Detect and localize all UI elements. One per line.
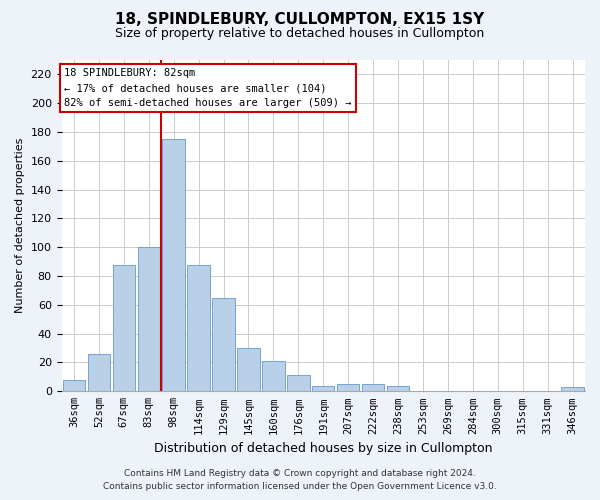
Text: 18 SPINDLEBURY: 82sqm
← 17% of detached houses are smaller (104)
82% of semi-det: 18 SPINDLEBURY: 82sqm ← 17% of detached … xyxy=(64,68,352,108)
Bar xyxy=(237,348,260,392)
Bar xyxy=(113,264,135,392)
Text: 18, SPINDLEBURY, CULLOMPTON, EX15 1SY: 18, SPINDLEBURY, CULLOMPTON, EX15 1SY xyxy=(115,12,485,28)
Bar xyxy=(287,376,310,392)
Text: Contains HM Land Registry data © Crown copyright and database right 2024.
Contai: Contains HM Land Registry data © Crown c… xyxy=(103,470,497,491)
Bar xyxy=(212,298,235,392)
Bar xyxy=(88,354,110,392)
Bar xyxy=(337,384,359,392)
Bar xyxy=(137,248,160,392)
Bar xyxy=(63,380,85,392)
Text: Size of property relative to detached houses in Cullompton: Size of property relative to detached ho… xyxy=(115,28,485,40)
Y-axis label: Number of detached properties: Number of detached properties xyxy=(15,138,25,314)
Bar xyxy=(312,386,334,392)
Bar xyxy=(387,386,409,392)
Bar xyxy=(362,384,385,392)
Bar xyxy=(562,387,584,392)
Bar xyxy=(163,139,185,392)
X-axis label: Distribution of detached houses by size in Cullompton: Distribution of detached houses by size … xyxy=(154,442,493,455)
Bar xyxy=(187,264,210,392)
Bar xyxy=(262,361,284,392)
